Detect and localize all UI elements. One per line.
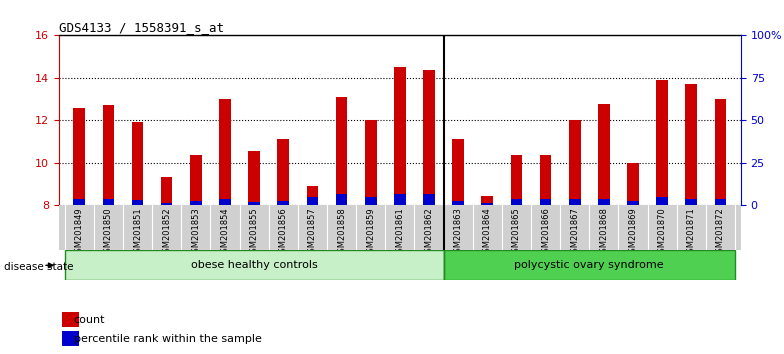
Bar: [569, 120, 581, 205]
Text: GSM201859: GSM201859: [366, 207, 376, 258]
Bar: [656, 80, 668, 205]
Bar: [336, 97, 347, 205]
Bar: [74, 108, 85, 205]
Bar: [336, 194, 347, 205]
Bar: [423, 194, 435, 205]
Text: GSM201851: GSM201851: [133, 207, 142, 258]
Text: GDS4133 / 1558391_s_at: GDS4133 / 1558391_s_at: [59, 21, 223, 34]
Bar: [685, 199, 697, 205]
Bar: [219, 99, 230, 205]
Bar: [539, 155, 551, 205]
Bar: [74, 199, 85, 205]
Text: GSM201857: GSM201857: [308, 207, 317, 258]
Text: count: count: [74, 315, 105, 325]
Text: GSM201855: GSM201855: [249, 207, 259, 258]
Bar: [394, 194, 405, 205]
Text: disease state: disease state: [4, 262, 74, 272]
Bar: [444, 250, 735, 280]
Text: GSM201862: GSM201862: [424, 207, 434, 258]
Text: GSM201872: GSM201872: [716, 207, 725, 258]
Text: GSM201871: GSM201871: [687, 207, 696, 258]
Bar: [627, 163, 639, 205]
Text: percentile rank within the sample: percentile rank within the sample: [74, 334, 262, 344]
Bar: [249, 202, 260, 205]
Text: GSM201854: GSM201854: [220, 207, 230, 258]
Text: GSM201864: GSM201864: [483, 207, 492, 258]
Text: obese healthy controls: obese healthy controls: [191, 259, 318, 270]
Text: GSM201865: GSM201865: [512, 207, 521, 258]
Bar: [278, 139, 289, 205]
Bar: [307, 186, 318, 205]
Bar: [510, 199, 522, 205]
Bar: [103, 105, 114, 205]
Text: GSM201868: GSM201868: [600, 207, 608, 258]
Bar: [452, 201, 464, 205]
Bar: [539, 199, 551, 205]
Bar: [64, 250, 444, 280]
Bar: [190, 155, 201, 205]
Bar: [656, 198, 668, 205]
Text: GSM201853: GSM201853: [191, 207, 200, 258]
Bar: [481, 196, 493, 205]
Bar: [598, 199, 610, 205]
Bar: [627, 201, 639, 205]
Text: GSM201861: GSM201861: [395, 207, 405, 258]
Bar: [132, 200, 143, 205]
Bar: [307, 197, 318, 205]
Bar: [278, 201, 289, 205]
Bar: [62, 312, 78, 327]
Text: GSM201869: GSM201869: [629, 207, 637, 258]
Bar: [481, 203, 493, 205]
Text: GSM201870: GSM201870: [658, 207, 666, 258]
Bar: [190, 201, 201, 205]
Bar: [715, 99, 726, 205]
Bar: [132, 122, 143, 205]
Bar: [62, 331, 78, 346]
Bar: [598, 104, 610, 205]
Bar: [715, 199, 726, 205]
Bar: [394, 67, 405, 205]
Bar: [249, 151, 260, 205]
Bar: [161, 203, 172, 205]
Text: GSM201858: GSM201858: [337, 207, 346, 258]
Bar: [569, 199, 581, 205]
Bar: [365, 197, 376, 205]
Text: polycystic ovary syndrome: polycystic ovary syndrome: [514, 259, 664, 270]
Bar: [510, 155, 522, 205]
Text: GSM201849: GSM201849: [74, 207, 84, 258]
Text: GSM201867: GSM201867: [570, 207, 579, 258]
Bar: [423, 70, 435, 205]
Bar: [161, 177, 172, 205]
Bar: [685, 84, 697, 205]
Text: GSM201852: GSM201852: [162, 207, 171, 258]
Text: GSM201856: GSM201856: [279, 207, 288, 258]
Text: GSM201866: GSM201866: [541, 207, 550, 258]
Bar: [365, 120, 376, 205]
Bar: [452, 139, 464, 205]
Bar: [103, 199, 114, 205]
Text: GSM201863: GSM201863: [454, 207, 463, 258]
Bar: [219, 199, 230, 205]
Text: GSM201850: GSM201850: [103, 207, 113, 258]
